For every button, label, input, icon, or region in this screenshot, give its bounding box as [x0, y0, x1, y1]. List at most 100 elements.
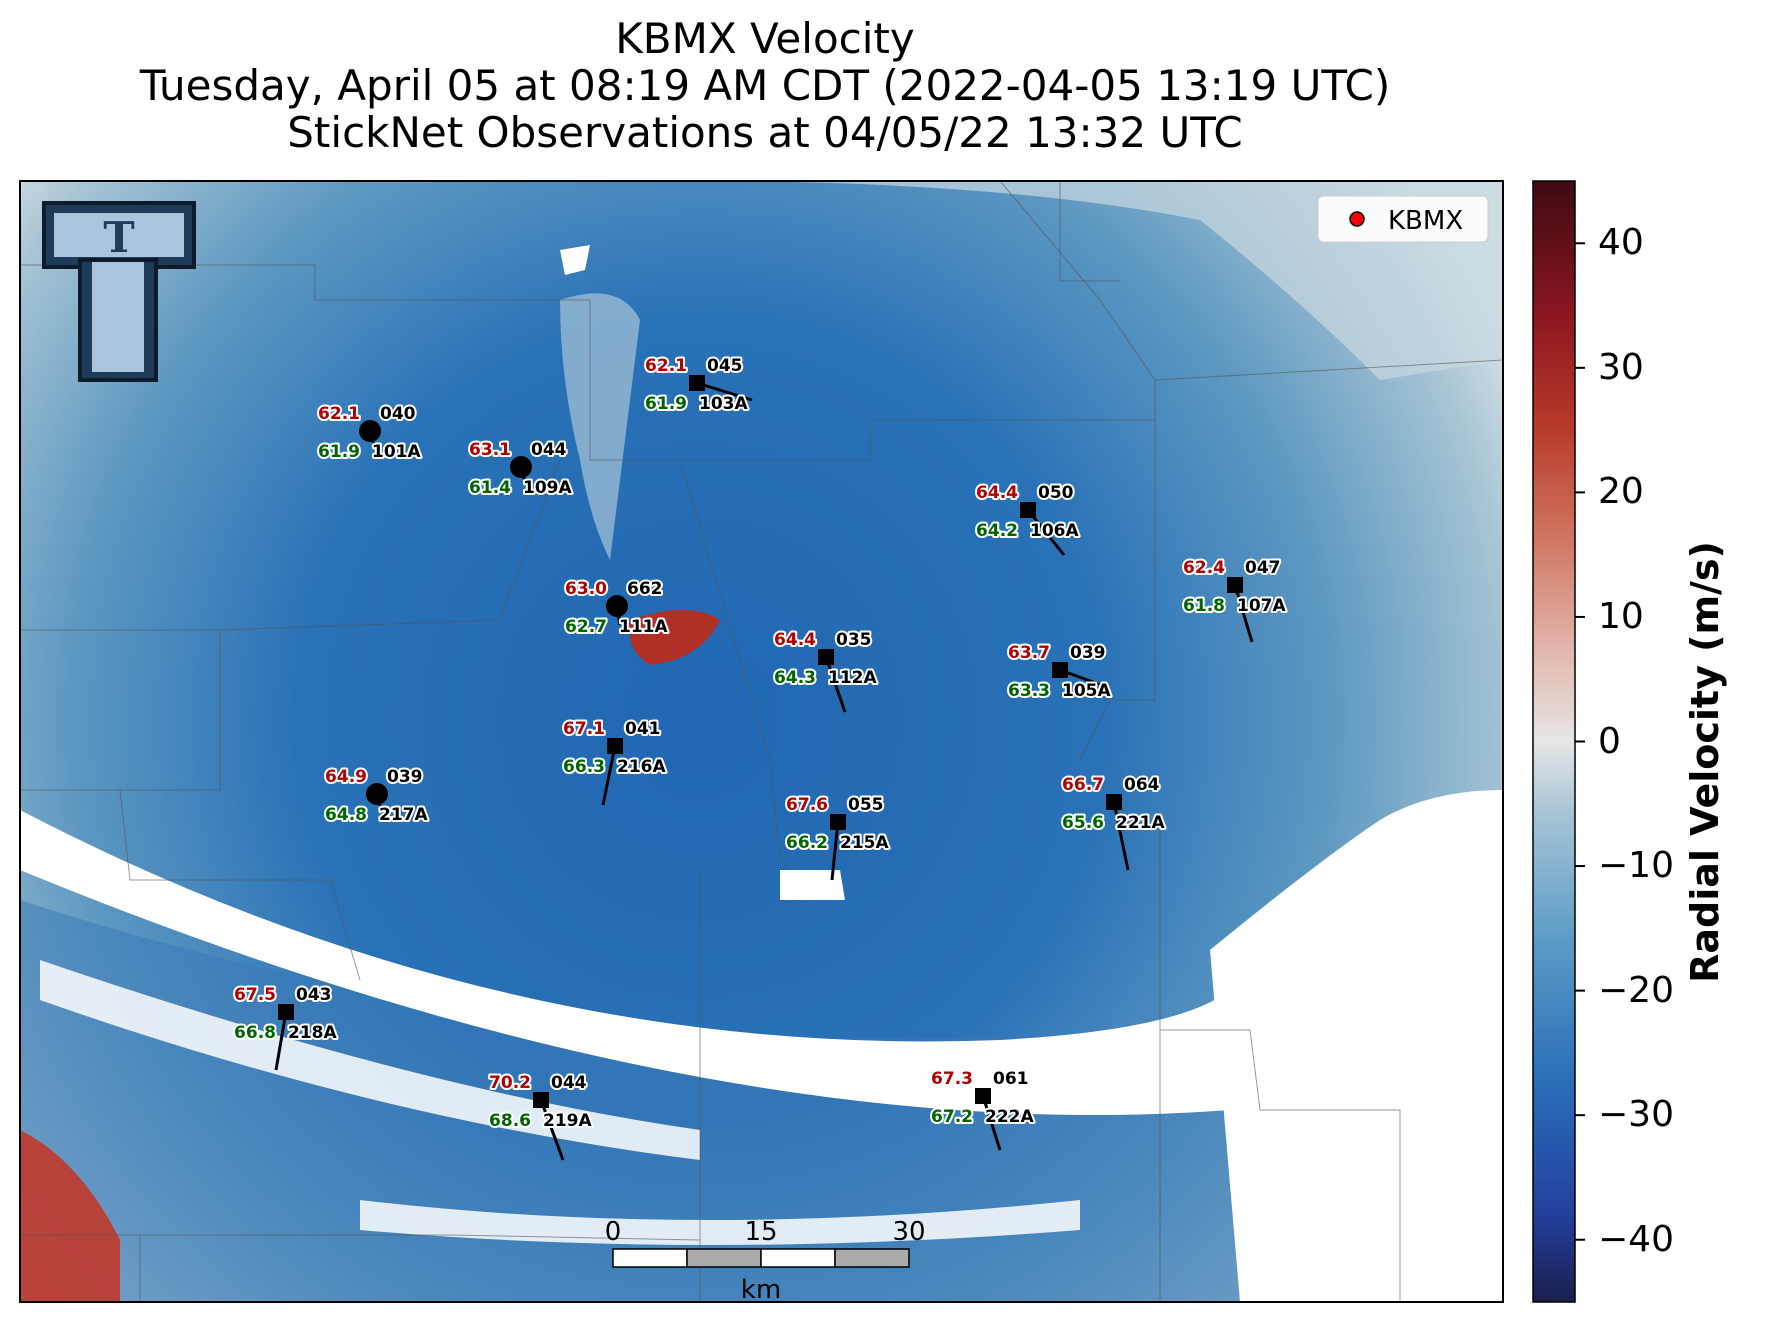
station-dewpoint: 62.7 [565, 617, 607, 637]
station-dewpoint: 64.8 [325, 805, 367, 825]
station-wind-direction: 041 [625, 719, 661, 739]
station-marker-icon [1020, 502, 1036, 518]
colorbar-tick-label: −30 [1598, 1094, 1674, 1136]
station-marker-icon [975, 1088, 991, 1104]
station-marker-icon [607, 738, 623, 754]
station-id: 103A [699, 394, 748, 414]
scale-unit: km [741, 1275, 781, 1305]
station-id: 217A [379, 805, 428, 825]
station-id: 101A [372, 442, 421, 462]
station-id: 111A [619, 617, 668, 637]
station-wind-direction: 035 [836, 630, 872, 650]
velocity-field [20, 181, 1503, 1302]
station-wind-direction: 045 [707, 356, 743, 376]
texas-tech-double-t-logo: T [42, 201, 196, 382]
station-dewpoint: 67.2 [931, 1107, 973, 1127]
colorbar-tick-label: 10 [1598, 595, 1644, 637]
station-temperature: 67.6 [786, 795, 828, 815]
station-dewpoint: 64.2 [976, 521, 1018, 541]
station-wind-direction: 064 [1124, 775, 1160, 795]
sticknet-stations: 62.1 040 61.9 101A 62.1 045 61.9 103A 63.1 044 61.… [232, 354, 1288, 1161]
station-temperature: 64.9 [325, 767, 367, 787]
wind-barb-icon [1233, 584, 1254, 643]
station-dewpoint: 66.3 [563, 757, 605, 777]
scale-label-0: 0 [605, 1217, 622, 1247]
station-dewpoint: 66.2 [786, 833, 828, 853]
station-wind-direction: 050 [1038, 483, 1074, 503]
station-id: 222A [985, 1107, 1034, 1127]
station-temperature: 63.1 [469, 440, 511, 460]
wind-barb-icon [696, 381, 753, 402]
station-wind-direction: 043 [296, 985, 332, 1005]
station-temperature: 67.3 [931, 1069, 973, 1089]
station-id: 215A [840, 833, 889, 853]
station-id: 221A [1116, 813, 1165, 833]
station-id: 112A [828, 668, 877, 688]
station-marker-icon [606, 595, 628, 617]
station-id: 106A [1030, 521, 1079, 541]
station-marker-icon [818, 649, 834, 665]
wind-barb-icon [601, 745, 617, 806]
station-wind-direction: 040 [380, 404, 416, 424]
station-id: 109A [523, 478, 572, 498]
wind-barb-icon [830, 821, 840, 881]
station-temperature: 63.0 [565, 579, 607, 599]
station-dewpoint: 61.9 [318, 442, 360, 462]
station-temperature: 62.4 [1183, 558, 1225, 578]
station-dewpoint: 63.3 [1008, 681, 1050, 701]
station-wind-direction: 047 [1245, 558, 1281, 578]
station-dewpoint: 61.4 [469, 478, 511, 498]
wind-barb-icon [1112, 801, 1130, 871]
map-subtitle-observations: StickNet Observations at 04/05/22 13:32 … [287, 108, 1243, 157]
scale-label-15: 15 [744, 1217, 777, 1247]
colorbar-label: Radial Velocity (m/s) [1683, 541, 1727, 983]
map-subtitle-time: Tuesday, April 05 at 08:19 AM CDT (2022-… [139, 61, 1391, 110]
scale-label-30: 30 [892, 1217, 925, 1247]
scale-bar: 0 15 30 km [605, 1217, 926, 1305]
station-temperature: 67.1 [563, 719, 605, 739]
station-dewpoint: 64.3 [774, 668, 816, 688]
station-id: 218A [288, 1023, 337, 1043]
logo-text: T [103, 213, 134, 262]
station-id: 216A [617, 757, 666, 777]
station-temperature: 70.2 [489, 1073, 531, 1093]
station-marker-icon [1227, 577, 1243, 593]
station-dewpoint: 68.6 [489, 1111, 531, 1131]
colorbar-tick-label: 40 [1598, 222, 1644, 264]
station-temperature: 62.1 [318, 404, 360, 424]
station-wind-direction: 061 [993, 1069, 1029, 1089]
wind-barb-icon [981, 1095, 1002, 1151]
station-dewpoint: 65.6 [1062, 813, 1104, 833]
legend-label: KBMX [1388, 206, 1463, 236]
station-wind-direction: 055 [848, 795, 884, 815]
wind-barb-icon [274, 1011, 288, 1071]
station-marker-icon [1052, 662, 1068, 678]
legend: KBMX [1317, 195, 1489, 243]
station-marker-icon [1106, 794, 1122, 810]
map-frame [19, 180, 1504, 1303]
wind-barb-icon [539, 1099, 565, 1161]
station-id: 219A [543, 1111, 592, 1131]
station-id: 107A [1237, 596, 1286, 616]
colorbar-tick-label: −40 [1598, 1218, 1674, 1260]
map-title: KBMX Velocity [615, 14, 915, 63]
station-temperature: 67.5 [234, 985, 276, 1005]
station-id: 105A [1062, 681, 1111, 701]
station-temperature: 62.1 [645, 356, 687, 376]
station-temperature: 66.7 [1062, 775, 1104, 795]
station-dewpoint: 66.8 [234, 1023, 276, 1043]
station-marker-icon [689, 375, 705, 391]
station-marker-icon [278, 1004, 294, 1020]
wind-barb-icon [824, 656, 847, 713]
station-wind-direction: 044 [551, 1073, 587, 1093]
station-temperature: 64.4 [976, 483, 1018, 503]
station-marker-icon [359, 420, 381, 442]
colorbar-tick-label: −20 [1598, 969, 1674, 1011]
station-marker-icon [533, 1092, 549, 1108]
station-temperature: 63.7 [1008, 643, 1050, 663]
colorbar-tick-label: −10 [1598, 845, 1674, 887]
colorbar [1532, 180, 1585, 1303]
station-wind-direction: 044 [531, 440, 567, 460]
colorbar-tick-label: 0 [1598, 720, 1621, 762]
